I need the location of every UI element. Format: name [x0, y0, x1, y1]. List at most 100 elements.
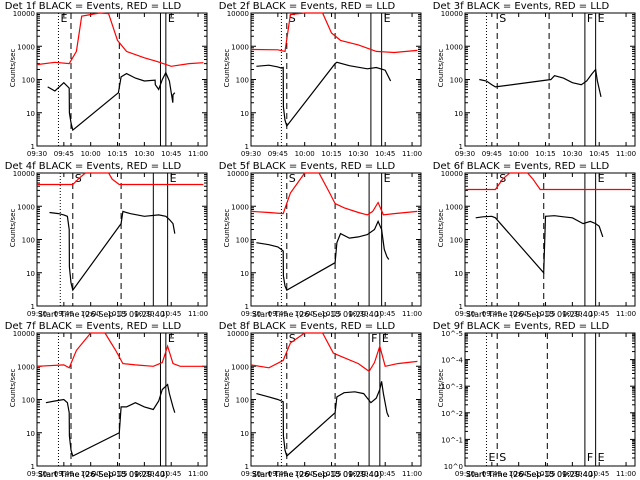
marker-label: F [371, 332, 377, 345]
plot-area: 09:30 09:45 10:00 10:15 10:30 10:45 11:00 1 10 10… [13, 330, 208, 478]
series-line [250, 12, 418, 54]
y-tick-label: 10000 [227, 330, 249, 338]
x-tick-label: 09:45 [482, 150, 502, 158]
x-tick-label: 11:00 [188, 310, 208, 318]
x-tick-label: 10:30 [562, 310, 582, 318]
x-tick-label: 11:00 [402, 150, 422, 158]
y-tick-label: 10^-5 [441, 330, 463, 338]
x-tick-label: 09:45 [54, 310, 74, 318]
plot-frame [250, 172, 422, 307]
y-axis-label: Counts/sec [437, 209, 445, 248]
y-tick-label: 10 [240, 270, 249, 278]
x-tick-label: 09:30 [455, 150, 475, 158]
x-tick-label: 11:00 [188, 150, 208, 158]
y-tick-label: 10 [454, 110, 463, 118]
plot-area: 09:30 09:45 10:00 10:15 10:30 10:45 11:00 1 10 10… [13, 170, 208, 318]
x-tick-label: 11:00 [616, 470, 636, 478]
panel-title: Det 2f BLACK = Events, RED = LLD [219, 1, 396, 12]
x-tick-label: 10:15 [535, 150, 555, 158]
panel-title: Det 5f BLACK = Events, RED = LLD [219, 161, 396, 172]
x-tick-label: 09:45 [482, 310, 502, 318]
series-line [36, 12, 204, 67]
y-tick-label: 1000 [17, 203, 35, 211]
marker-label: E [168, 332, 175, 345]
x-tick-label: 09:45 [268, 470, 288, 478]
y-axis-label: Counts/sec [223, 369, 231, 408]
x-tick-label: 10:00 [295, 310, 315, 318]
y-tick-label: 10^-1 [441, 436, 463, 444]
y-tick-label: 10 [26, 270, 35, 278]
panel-title: Det 9f BLACK = Events, RED = LLD [433, 321, 610, 332]
marker-label: E [384, 12, 391, 25]
y-tick-label: 100 [236, 237, 249, 245]
y-tick-label: 1 [245, 303, 249, 311]
plot-frame [36, 172, 208, 307]
y-tick-label: 10 [240, 110, 249, 118]
x-tick-label: 10:15 [107, 470, 127, 478]
marker-label: E [384, 172, 391, 185]
x-tick-label: 10:15 [107, 150, 127, 158]
plot-frame [36, 12, 208, 147]
panel-title: Det 4f BLACK = Events, RED = LLD [5, 161, 182, 172]
panel-5: Det 5f BLACK = Events, RED = LLD Start T… [219, 161, 422, 479]
y-tick-label: 1000 [231, 43, 249, 51]
series-line [256, 219, 390, 291]
x-tick-label: 10:00 [81, 150, 101, 158]
y-tick-label: 1000 [445, 203, 463, 211]
y-tick-label: 1000 [17, 363, 35, 371]
x-axis-label: Start Time (26-Sep-15 09:29:40) [466, 470, 596, 479]
x-tick-label: 10:45 [375, 470, 395, 478]
y-tick-label: 10000 [227, 170, 249, 178]
y-tick-label: 10 [454, 270, 463, 278]
panel-2: Det 2f BLACK = Events, RED = LLD Start T… [219, 1, 422, 319]
marker-label: F [587, 12, 593, 25]
x-tick-label: 10:00 [295, 470, 315, 478]
x-tick-label: 10:45 [161, 310, 181, 318]
x-tick-label: 10:00 [81, 470, 101, 478]
x-tick-label: 10:30 [348, 150, 368, 158]
y-axis-label: Counts/sec [223, 209, 231, 248]
y-axis-label: Counts/sec [223, 49, 231, 88]
y-tick-label: 1 [31, 463, 35, 471]
x-tick-label: 10:15 [321, 310, 341, 318]
panel-title: Det 1f BLACK = Events, RED = LLD [5, 1, 182, 12]
series-line [37, 172, 204, 186]
y-tick-label: 100 [22, 397, 35, 405]
x-tick-label: 10:15 [535, 310, 555, 318]
y-tick-label: 100 [22, 237, 35, 245]
y-tick-label: 100 [236, 77, 249, 85]
x-tick-label: 10:15 [321, 150, 341, 158]
y-tick-label: 100 [22, 77, 35, 85]
y-tick-label: 10 [240, 430, 249, 438]
panel-title: Det 3f BLACK = Events, RED = LLD [433, 1, 610, 12]
x-tick-label: 10:00 [509, 470, 529, 478]
plot-area: 09:30 09:45 10:00 10:15 10:30 10:45 11:00 1 10 10… [441, 170, 636, 318]
x-tick-label: 10:00 [295, 150, 315, 158]
y-tick-label: 10000 [13, 330, 35, 338]
x-axis-label: Start Time (26-Sep-15 09:29:40) [38, 470, 168, 479]
y-tick-label: 10^-2 [441, 410, 463, 418]
x-tick-label: 10:45 [161, 470, 181, 478]
y-tick-label: 1000 [231, 363, 249, 371]
x-tick-label: 09:30 [455, 310, 475, 318]
x-axis-label: Start Time (26-Sep-15 09:29:40) [466, 470, 596, 479]
x-tick-label: 11:00 [188, 470, 208, 478]
series-line [475, 215, 604, 275]
y-tick-label: 10000 [441, 170, 463, 178]
y-tick-label: 100 [236, 397, 249, 405]
series-line [256, 61, 392, 128]
x-tick-label: 10:00 [509, 310, 529, 318]
y-tick-label: 100 [450, 237, 463, 245]
y-tick-label: 1000 [17, 43, 35, 51]
x-tick-label: 09:30 [241, 150, 261, 158]
plot-frame [464, 332, 636, 467]
plot-area: 09:30 09:45 10:00 10:15 10:30 10:45 11:00 1 10 10… [13, 10, 208, 158]
marker-label: F [587, 451, 593, 464]
marker-label: E [488, 451, 495, 464]
x-tick-label: 10:30 [348, 470, 368, 478]
x-tick-label: 10:45 [161, 150, 181, 158]
x-tick-label: 09:30 [455, 470, 475, 478]
series-line [49, 210, 176, 292]
marker-label: E [60, 12, 67, 25]
